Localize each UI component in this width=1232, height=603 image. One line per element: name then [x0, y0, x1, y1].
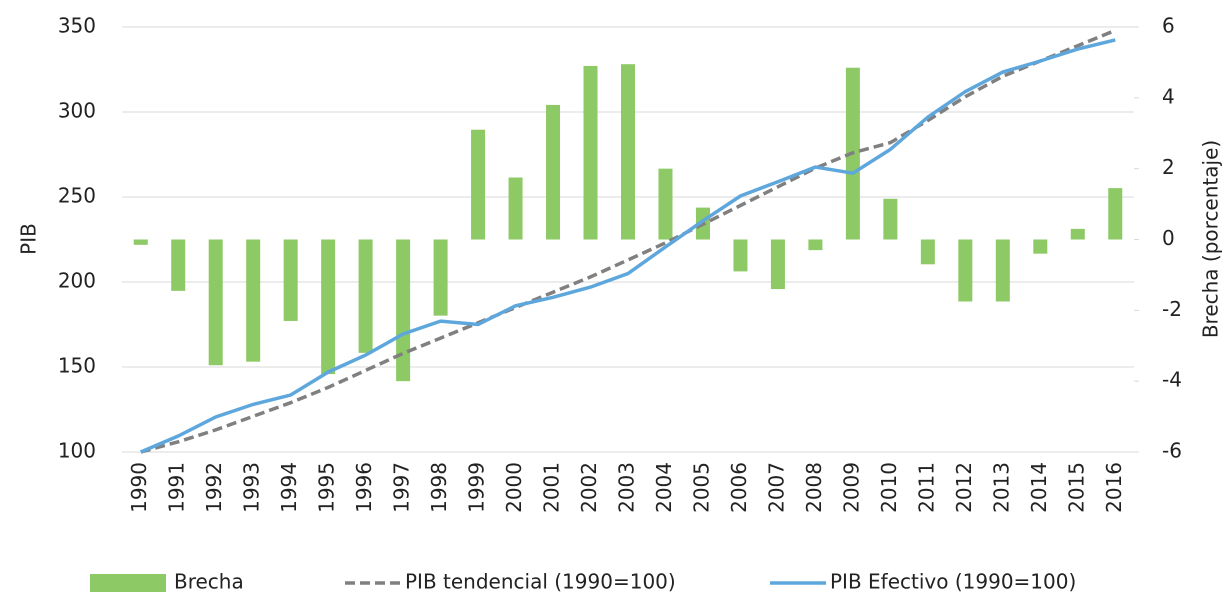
bar	[208, 239, 223, 366]
x-tick-label: 2011	[914, 462, 938, 513]
x-tick-label: 2009	[839, 462, 863, 513]
bar	[1033, 239, 1048, 254]
bar	[546, 104, 561, 240]
y2-tick-label: 6	[1162, 14, 1175, 38]
x-tick-label: 2006	[727, 462, 751, 513]
x-tick-label: 1995	[315, 462, 339, 513]
y-tick-label: 300	[58, 99, 96, 123]
bar	[808, 239, 823, 251]
x-tick-label: 2005	[689, 462, 713, 513]
bar	[133, 239, 148, 245]
legend-label: PIB tendencial (1990=100)	[405, 570, 676, 594]
x-tick-label: 2003	[615, 462, 639, 513]
x-tick-label: 1991	[165, 462, 189, 513]
x-tick-label: 2001	[540, 462, 564, 513]
bar	[171, 239, 186, 291]
x-tick-label: 1996	[352, 462, 376, 513]
y2-tick-label: 0	[1162, 226, 1175, 250]
x-tick-label: 1999	[465, 462, 489, 513]
bar	[621, 64, 635, 240]
y2-axis-title: Brecha (porcentaje)	[1199, 140, 1223, 338]
y2-tick-label: -2	[1162, 297, 1182, 321]
legend-swatch	[90, 574, 166, 592]
x-tick-label: 2015	[1064, 462, 1088, 513]
bar	[958, 239, 973, 302]
line	[140, 38, 1116, 454]
x-tick-label: 2002	[577, 462, 601, 513]
x-tick-label: 2016	[1102, 462, 1126, 513]
line	[140, 28, 1116, 454]
y-tick-label: 250	[58, 184, 96, 208]
bar	[995, 239, 1010, 302]
bar	[321, 239, 336, 375]
x-tick-label: 1997	[390, 462, 414, 513]
x-tick-label: 1998	[427, 462, 451, 513]
legend-label: PIB Efectivo (1990=100)	[830, 570, 1076, 594]
bar	[883, 198, 898, 240]
x-tick-label: 2014	[1027, 462, 1051, 513]
x-tick-label: 1994	[277, 462, 301, 513]
bar	[508, 177, 523, 240]
bar	[1108, 188, 1123, 240]
y-tick-label: 350	[58, 14, 96, 38]
bar	[283, 239, 298, 321]
bar	[658, 168, 673, 240]
x-tick-label: 1993	[240, 462, 264, 513]
x-tick-label: 2008	[802, 462, 826, 513]
y-tick-label: 100	[58, 439, 96, 463]
bar	[433, 239, 448, 316]
y2-tick-label: -4	[1162, 368, 1182, 392]
x-tick-label: 2010	[877, 462, 901, 513]
y-axis-title: PIB	[17, 223, 41, 255]
x-tick-label: 1992	[202, 462, 226, 513]
x-tick-label: 2007	[764, 462, 788, 513]
x-tick-label: 2012	[952, 462, 976, 513]
y2-tick-label: 2	[1162, 155, 1175, 179]
bar	[1070, 228, 1085, 240]
y2-tick-label: 4	[1162, 84, 1175, 108]
bar	[733, 239, 748, 272]
legend-label: Brecha	[174, 570, 244, 594]
bar	[583, 65, 598, 240]
y2-tick-label: -6	[1162, 439, 1182, 463]
bar	[770, 239, 785, 290]
x-tick-label: 2013	[989, 462, 1013, 513]
bar	[471, 129, 486, 240]
bar	[920, 239, 935, 265]
bar	[358, 239, 373, 353]
x-tick-label: 2004	[652, 462, 676, 513]
bar	[246, 239, 261, 362]
x-tick-label: 1990	[127, 462, 151, 513]
y-tick-label: 150	[58, 354, 96, 378]
x-tick-label: 2000	[502, 462, 526, 513]
bar	[396, 239, 411, 382]
y-tick-label: 200	[58, 269, 96, 293]
